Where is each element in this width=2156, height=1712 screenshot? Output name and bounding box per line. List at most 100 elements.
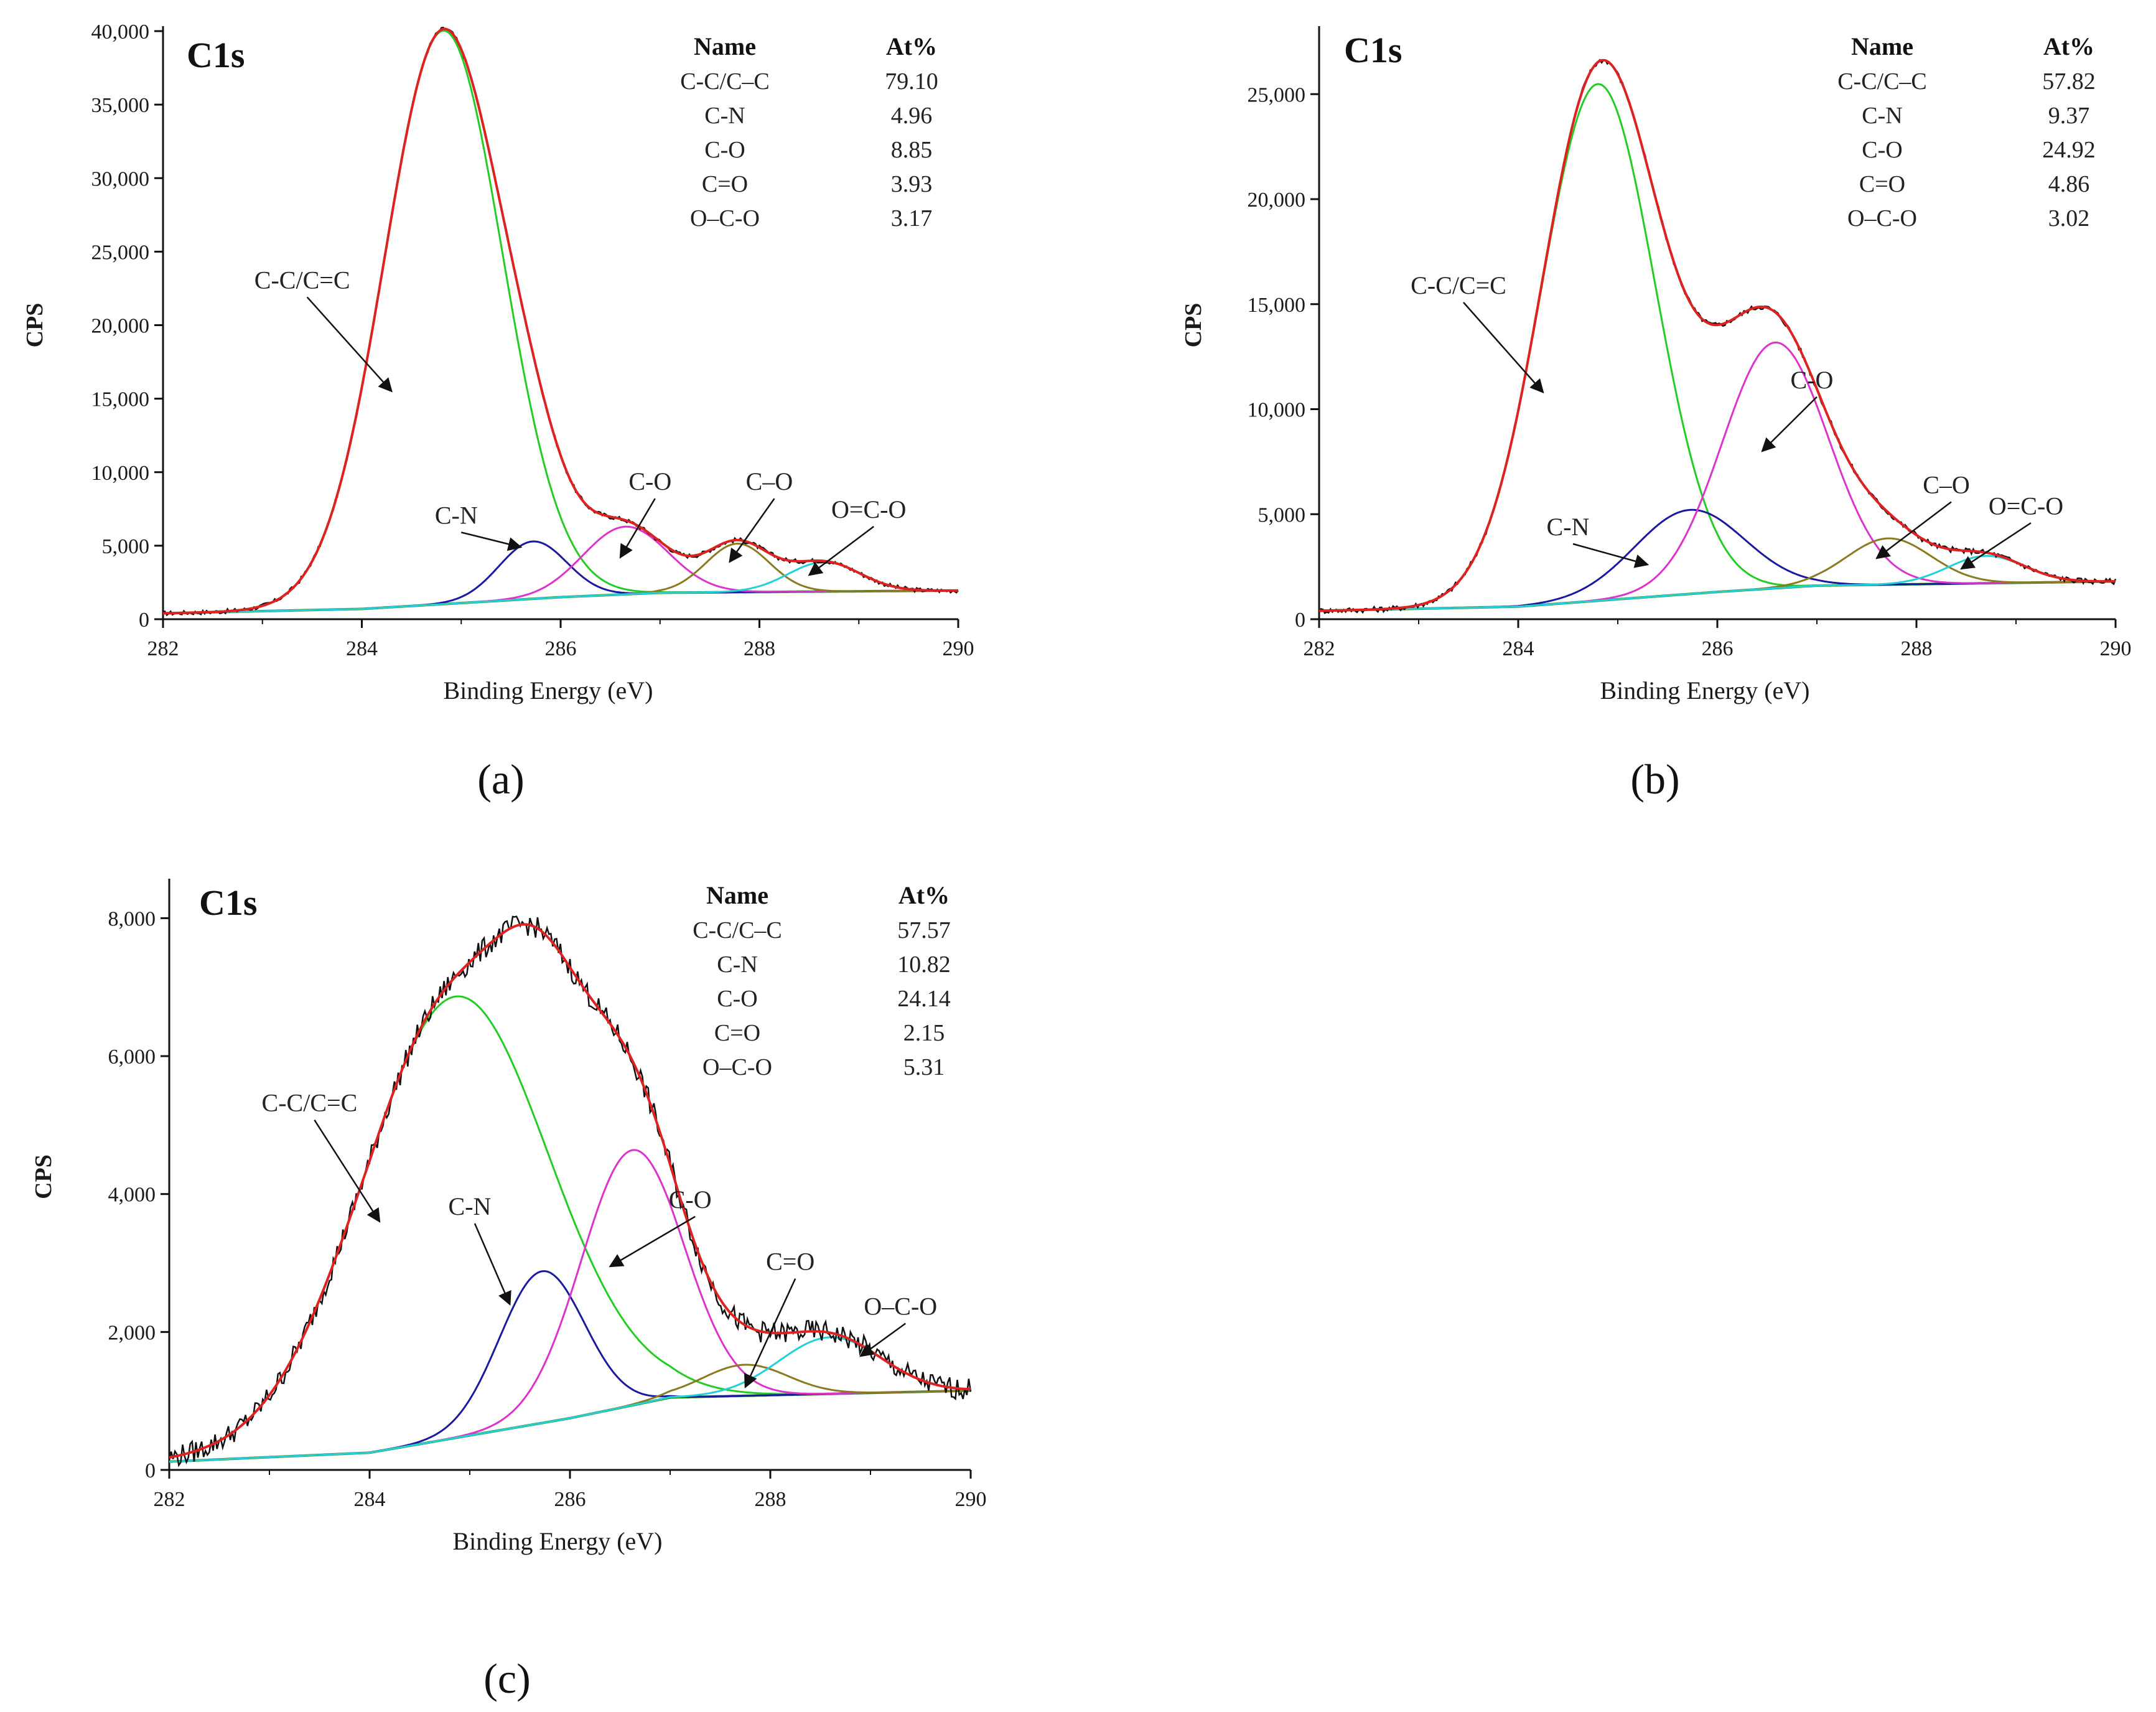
annotation-label: C-C/C=C — [254, 266, 350, 294]
x-tick-label: 288 — [755, 1488, 786, 1511]
component-curve-3 — [169, 1364, 971, 1463]
x-tick-label: 290 — [943, 637, 974, 660]
table-cell: C-N — [1862, 103, 1902, 129]
table-cell: C-N — [704, 103, 745, 129]
table-cell: 4.86 — [2048, 171, 2090, 197]
annotation-label: C-O — [669, 1186, 712, 1214]
table-cell: O–C-O — [1847, 205, 1917, 232]
annotation-label: C-C/C=C — [1411, 271, 1506, 299]
y-tick-label: 2,000 — [108, 1321, 156, 1344]
x-tick-label: 286 — [1702, 637, 1734, 660]
table-cell: 57.57 — [897, 917, 951, 943]
annotation-arrow — [859, 1322, 907, 1357]
y-tick-label: 30,000 — [91, 167, 150, 190]
raw-data-curve — [168, 915, 972, 1467]
panel-label: (c) — [483, 1655, 530, 1702]
raw-data-curve — [162, 26, 959, 617]
annotation-label: C-O — [628, 467, 671, 495]
y-tick-label: 8,000 — [108, 907, 156, 930]
x-tick-label: 286 — [545, 637, 577, 660]
component-curve-2 — [169, 1149, 971, 1463]
table-header: Name — [706, 881, 768, 909]
annotation-arrow — [609, 1215, 696, 1268]
table-cell: C-N — [717, 952, 757, 978]
annotation-arrow — [808, 525, 874, 576]
y-axis-title: CPS — [1180, 303, 1206, 348]
x-axis-title: Binding Energy (eV) — [444, 676, 653, 704]
x-axis-title: Binding Energy (eV) — [453, 1527, 663, 1555]
x-tick-label: 286 — [554, 1488, 586, 1511]
table-cell: C=O — [1859, 171, 1905, 197]
x-tick-label: 284 — [1503, 637, 1534, 660]
component-curve-0 — [1318, 83, 2116, 612]
table-cell: 3.02 — [2048, 205, 2090, 232]
table-cell: 24.14 — [897, 986, 951, 1012]
y-axis-title: CPS — [30, 1154, 57, 1199]
component-curve-0 — [169, 995, 971, 1459]
x-tick-label: 290 — [955, 1488, 987, 1511]
y-tick-label: 15,000 — [91, 388, 150, 411]
component-curve-2 — [163, 525, 959, 614]
annotation-label: C–O — [1923, 471, 1970, 499]
y-tick-label: 0 — [145, 1459, 156, 1482]
annotation-label: C-N — [1547, 513, 1590, 541]
x-tick-label: 288 — [744, 637, 775, 660]
y-axis-title: CPS — [22, 303, 48, 348]
component-curve-0 — [163, 29, 959, 614]
table-cell: C-O — [717, 986, 757, 1012]
x-axis-title: Binding Energy (eV) — [1600, 676, 1810, 704]
annotation-arrow — [744, 1278, 796, 1389]
y-tick-label: 25,000 — [1248, 83, 1306, 106]
x-tick-label: 288 — [1901, 637, 1933, 660]
y-tick-label: 5,000 — [1258, 503, 1306, 526]
annotation-label: C-C/C=C — [262, 1089, 358, 1117]
table-cell: 3.17 — [891, 205, 933, 232]
y-tick-label: 4,000 — [108, 1184, 156, 1207]
chart-panel-c: 282 284 286 288 290 0 2,000 4,000 6,000 8,000 Bind… — [30, 879, 987, 1702]
table-cell: 57.82 — [2042, 68, 2096, 95]
peak-title: C1s — [199, 882, 257, 923]
table-cell: 79.10 — [885, 68, 938, 95]
annotation-label: C=O — [766, 1248, 814, 1276]
table-cell: O–C-O — [702, 1054, 772, 1080]
table-cell: C=O — [714, 1020, 760, 1046]
y-tick-label: 20,000 — [91, 315, 150, 338]
annotation-arrow — [1875, 501, 1952, 559]
y-tick-label: 15,000 — [1248, 294, 1306, 317]
x-tick-label: 290 — [2100, 637, 2132, 660]
table-cell: 4.96 — [891, 103, 933, 129]
table-cell: 5.31 — [903, 1054, 945, 1080]
annotation-label: C–O — [746, 467, 793, 495]
table-cell: O–C-O — [690, 205, 760, 232]
x-tick-label: 282 — [154, 1488, 185, 1511]
component-curve-2 — [1318, 341, 2116, 612]
annotation-label: C-O — [1791, 366, 1834, 394]
annotation-arrow — [474, 1223, 511, 1306]
annotation-label: C-N — [435, 501, 478, 529]
table-cell: 9.37 — [2048, 103, 2090, 129]
y-tick-label: 0 — [139, 609, 149, 632]
y-tick-label: 10,000 — [91, 462, 150, 485]
component-curve-4 — [169, 1336, 971, 1463]
component-curve-3 — [1318, 537, 2116, 612]
annotation-arrow — [1761, 396, 1818, 452]
annotation-arrow — [619, 498, 656, 559]
y-tick-label: 5,000 — [102, 535, 150, 558]
component-curve-4 — [163, 561, 958, 614]
y-tick-label: 6,000 — [108, 1045, 156, 1069]
table-cell: 3.93 — [891, 171, 933, 197]
table-cell: 24.92 — [2042, 137, 2096, 163]
peak-title: C1s — [187, 35, 245, 75]
raw-data-curve — [1318, 58, 2117, 614]
envelope-curve — [1318, 58, 2116, 612]
table-cell: 10.82 — [897, 952, 951, 978]
table-header: Name — [1851, 32, 1913, 60]
annotation-arrow — [460, 531, 523, 551]
panel-label: (b) — [1630, 755, 1679, 803]
annotation-arrow — [729, 498, 775, 563]
component-curve-3 — [163, 543, 959, 614]
annotation-arrow — [306, 296, 393, 393]
y-tick-label: 25,000 — [91, 241, 150, 264]
chart-panel-b: 282 284 286 288 290 0 5,000 10,000 15,000 20,000 2… — [1180, 26, 2132, 803]
